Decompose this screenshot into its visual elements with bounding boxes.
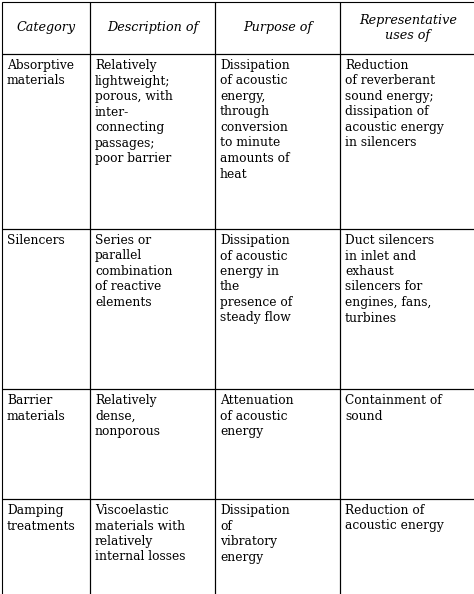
Text: Dissipation
of acoustic
energy in
the
presence of
steady flow: Dissipation of acoustic energy in the pr… — [220, 234, 292, 324]
Text: Reduction of
acoustic energy: Reduction of acoustic energy — [345, 504, 444, 532]
Text: Duct silencers
in inlet and
exhaust
silencers for
engines, fans,
turbines: Duct silencers in inlet and exhaust sile… — [345, 234, 434, 324]
Text: Containment of
sound: Containment of sound — [345, 394, 442, 422]
Bar — [90, 54, 215, 229]
Text: Series or
parallel
combination
of reactive
elements: Series or parallel combination of reacti… — [95, 234, 173, 309]
Text: Reduction
of reverberant
sound energy;
dissipation of
acoustic energy
in silence: Reduction of reverberant sound energy; d… — [345, 59, 444, 150]
Bar — [2, 499, 90, 594]
Text: Absorptive
materials: Absorptive materials — [7, 59, 74, 87]
Text: Relatively
lightweight;
porous, with
inter-
connecting
passages;
poor barrier: Relatively lightweight; porous, with int… — [95, 59, 173, 165]
Text: Description of: Description of — [107, 21, 198, 34]
Bar — [215, 229, 340, 389]
Bar — [340, 229, 474, 389]
Bar — [2, 229, 90, 389]
Text: Purpose of: Purpose of — [243, 21, 312, 34]
Bar — [215, 2, 340, 54]
Text: Category: Category — [17, 21, 75, 34]
Text: Representative
uses of: Representative uses of — [359, 14, 457, 42]
Text: Viscoelastic
materials with
relatively
internal losses: Viscoelastic materials with relatively i… — [95, 504, 185, 564]
Bar — [340, 2, 474, 54]
Bar — [215, 499, 340, 594]
Bar — [2, 54, 90, 229]
Bar — [2, 2, 90, 54]
Bar — [340, 54, 474, 229]
Text: Relatively
dense,
nonporous: Relatively dense, nonporous — [95, 394, 161, 438]
Text: Dissipation
of
vibratory
energy: Dissipation of vibratory energy — [220, 504, 290, 564]
Text: Barrier
materials: Barrier materials — [7, 394, 66, 422]
Bar — [90, 229, 215, 389]
Bar — [90, 389, 215, 499]
Text: Attenuation
of acoustic
energy: Attenuation of acoustic energy — [220, 394, 293, 438]
Bar — [90, 2, 215, 54]
Text: Silencers: Silencers — [7, 234, 65, 247]
Bar — [215, 54, 340, 229]
Bar — [340, 389, 474, 499]
Text: Dissipation
of acoustic
energy,
through
conversion
to minute
amounts of
heat: Dissipation of acoustic energy, through … — [220, 59, 290, 181]
Bar — [90, 499, 215, 594]
Text: Damping
treatments: Damping treatments — [7, 504, 76, 532]
Bar — [2, 389, 90, 499]
Bar — [340, 499, 474, 594]
Bar — [215, 389, 340, 499]
